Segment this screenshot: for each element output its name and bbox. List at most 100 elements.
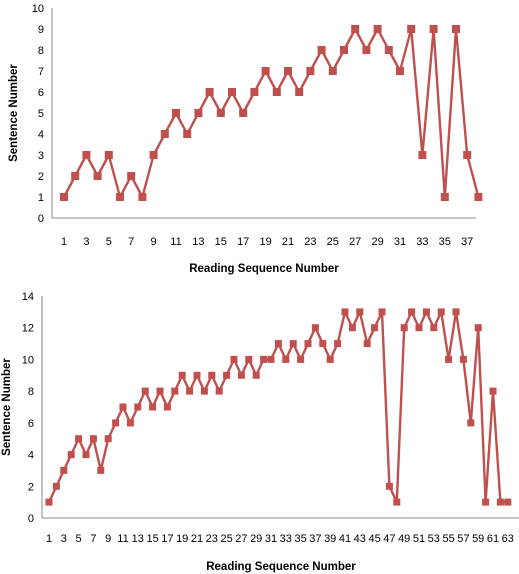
chart-2-x-tick-label: 63: [502, 533, 514, 545]
chart-2-point: [297, 355, 305, 363]
chart-2-x-tick-label: 9: [105, 533, 111, 545]
chart-2-point: [112, 419, 120, 427]
chart-2-point: [467, 419, 475, 427]
chart-2-y-tick-label: 6: [28, 418, 34, 430]
chart-1-y-tick-label: 7: [38, 66, 44, 78]
chart-1-point: [463, 151, 472, 159]
chart-1-point: [306, 67, 315, 75]
chart-1-x-tick-label: 13: [192, 236, 204, 248]
chart-2-point: [311, 324, 319, 332]
chart-1-x-tick-label: 19: [259, 236, 271, 248]
chart-2-x-tick-label: 19: [176, 533, 188, 545]
chart-2-point: [319, 340, 327, 348]
chart-2-point: [60, 466, 68, 474]
chart-1-x-tick-label: 9: [151, 236, 157, 248]
chart-2-x-tick-label: 25: [220, 533, 232, 545]
chart-2-x-ticks: 1 3 5 7 9 11 13 15 17 19 21 23 25 27 29 31 33 35 37 39 41 43 4…: [46, 533, 514, 545]
chart-1-x-tick-label: 33: [416, 236, 428, 248]
chart-1-y-ticks: 0 1 2 3 4 5 6 7 8 9 10: [32, 3, 44, 225]
chart-1-point: [138, 193, 147, 201]
chart-2-x-tick-label: 31: [265, 533, 277, 545]
chart-1-x-tick-label: 7: [128, 236, 134, 248]
chart-2-point: [452, 308, 460, 316]
chart-2-point: [437, 308, 445, 316]
chart-1-point: [295, 88, 304, 96]
chart-2-point: [82, 451, 90, 459]
chart-2-point: [134, 403, 142, 411]
chart-1-point: [127, 172, 136, 180]
chart-2-point: [52, 482, 60, 490]
chart-1-y-tick-label: 6: [38, 87, 44, 99]
chart-2-x-tick-label: 33: [280, 533, 292, 545]
chart-2-point: [104, 435, 112, 443]
chart-1-point: [474, 193, 483, 201]
chart-1-x-tick-label: 1: [61, 236, 67, 248]
chart-2-x-tick-label: 1: [46, 533, 52, 545]
chart-2-point: [489, 387, 497, 395]
chart-2-point: [156, 387, 164, 395]
chart-2-y-tick-label: 10: [22, 354, 34, 366]
chart-1-x-tick-label: 21: [282, 236, 294, 248]
chart-2-point: [445, 355, 453, 363]
chart-2-point: [163, 403, 171, 411]
chart-1-point: [172, 109, 180, 117]
chart-1-point: [239, 109, 248, 117]
chart-2-x-tick-label: 27: [235, 533, 247, 545]
chart-2-x-tick-label: 57: [457, 533, 469, 545]
chart-1-x-tick-label: 11: [170, 236, 181, 248]
chart-2-x-tick-label: 39: [324, 533, 336, 545]
chart-2-x-tick-label: 51: [413, 533, 425, 545]
chart-1-point: [407, 25, 416, 33]
chart-2-y-axis-title: Sentence Number: [1, 358, 13, 456]
chart-2-point: [496, 498, 504, 506]
chart-1-point: [362, 46, 371, 54]
chart-1-markers: [60, 25, 483, 201]
chart-2-x-tick-label: 23: [206, 533, 218, 545]
chart-2-x-tick-label: 15: [146, 533, 158, 545]
chart-2-x-tick-label: 5: [76, 533, 82, 545]
chart-2-x-tick-label: 11: [117, 533, 128, 545]
chart-2-x-tick-label: 49: [398, 533, 410, 545]
chart-2-x-tick-label: 21: [191, 533, 203, 545]
chart-2-point: [348, 324, 356, 332]
chart-1-point: [93, 172, 102, 180]
chart-1-point: [452, 25, 460, 33]
chart-1-y-tick-label: 10: [32, 3, 44, 15]
chart-1-x-tick-label: 27: [349, 236, 361, 248]
chart-2-x-tick-label: 55: [442, 533, 454, 545]
chart-1-point: [384, 46, 393, 54]
chart-2-point: [89, 435, 97, 443]
chart-1-point: [82, 151, 91, 159]
chart-2-point: [193, 371, 201, 379]
chart-1-point: [60, 193, 68, 201]
chart-2-x-tick-label: 13: [132, 533, 144, 545]
chart-2-point: [215, 387, 223, 395]
chart-1-point: [429, 25, 438, 33]
chart-2-point: [408, 308, 416, 316]
chart-2-point: [356, 308, 364, 316]
chart-2-point: [67, 451, 75, 459]
chart-2-point: [326, 355, 334, 363]
chart-1-series-line: [62, 27, 480, 199]
chart-2-point: [171, 387, 179, 395]
chart-2-x-tick-label: 45: [368, 533, 380, 545]
chart-2-x-axis-title: Reading Sequence Number: [206, 561, 356, 573]
chart-2-point: [400, 324, 408, 332]
chart-2-point: [371, 324, 379, 332]
chart-2-point: [208, 371, 216, 379]
chart-2-point: [149, 403, 157, 411]
chart-1-point: [205, 88, 214, 96]
chart-2-point: [141, 387, 149, 395]
chart-2-point: [415, 324, 423, 332]
chart-2-point: [75, 435, 83, 443]
chart-1-point: [71, 172, 80, 180]
chart-2-point: [260, 355, 268, 363]
chart-2-y-ticks: 0 2 4 6 8 10 12 14: [22, 291, 34, 525]
chart-2-point: [393, 498, 401, 506]
chart-2-point: [97, 466, 105, 474]
chart-1-point: [272, 88, 281, 96]
chart-1-y-tick-label: 1: [38, 192, 44, 204]
chart-2-y-tick-label: 4: [28, 450, 34, 462]
chart-2-x-tick-label: 3: [61, 533, 67, 545]
chart-1-point: [418, 151, 427, 159]
